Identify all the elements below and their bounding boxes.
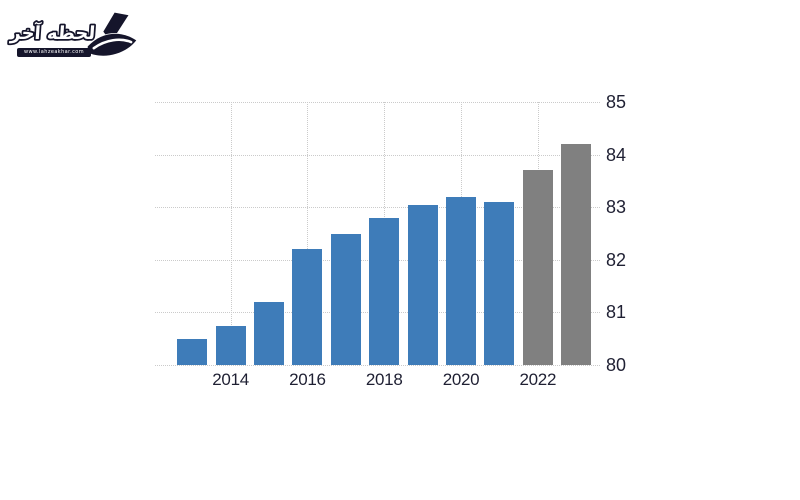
x-tick-label-2020: 2020 bbox=[442, 370, 480, 389]
y-tick-label-82: 82 bbox=[606, 249, 627, 270]
bar-2018[interactable] bbox=[369, 217, 400, 365]
brand-logo: لحظه آخر www.lahzeakhar.com bbox=[7, 8, 138, 64]
brand-url: www.lahzeakhar.com bbox=[17, 48, 91, 57]
y-gridline-84 bbox=[155, 154, 600, 156]
bar-2021[interactable] bbox=[484, 201, 515, 365]
bar-2016[interactable] bbox=[292, 249, 323, 365]
brand-wordmark: لحظه آخر bbox=[7, 19, 98, 45]
y-tick-label-83: 83 bbox=[606, 197, 627, 218]
bar-2017[interactable] bbox=[330, 233, 361, 365]
airplane-icon bbox=[87, 11, 138, 57]
bar-2013[interactable] bbox=[177, 338, 208, 365]
x-tick-label-2016: 2016 bbox=[289, 370, 326, 389]
y-tick-label-80: 80 bbox=[606, 355, 627, 375]
y-tick-label-84: 84 bbox=[606, 144, 627, 165]
y-tick-label-81: 81 bbox=[606, 302, 627, 323]
x-gridline-2014 bbox=[230, 102, 232, 365]
brand-text: لحظه آخر bbox=[9, 21, 96, 44]
bar-2020[interactable] bbox=[446, 196, 476, 365]
bar-2023[interactable] bbox=[561, 144, 592, 365]
x-tick-label-2014: 2014 bbox=[212, 370, 249, 389]
y-gridline-83 bbox=[155, 207, 600, 209]
x-gridline-2016 bbox=[307, 102, 309, 365]
bar-2014[interactable] bbox=[215, 325, 246, 365]
y-tick-label-85: 85 bbox=[606, 92, 627, 112]
x-tick-label-2022: 2022 bbox=[519, 370, 557, 389]
y-gridline-85 bbox=[155, 102, 600, 103]
x-tick-label-2018: 2018 bbox=[365, 370, 403, 389]
bar-2019[interactable] bbox=[407, 204, 438, 365]
y-gridline-80 bbox=[155, 365, 600, 366]
bar-2015[interactable] bbox=[254, 301, 284, 365]
bar-2022[interactable] bbox=[522, 170, 553, 365]
